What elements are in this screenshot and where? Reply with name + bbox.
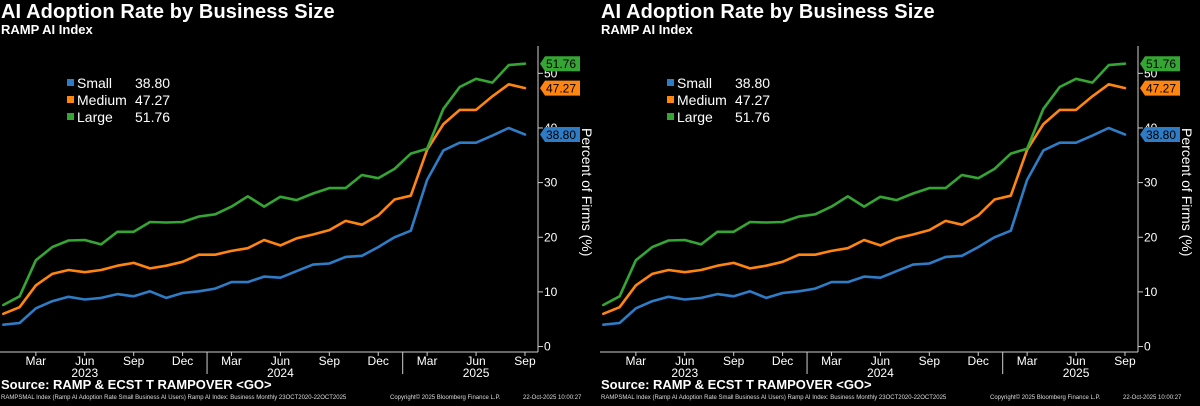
chart-panel-right: AI Adoption Rate by Business Size RAMP A…: [600, 0, 1200, 406]
last-value-tag-large: 51.76: [1140, 56, 1180, 72]
x-tick-label: Dec: [772, 354, 793, 368]
series-line-medium: [1, 83, 527, 316]
legend-swatch: [667, 96, 674, 103]
footer-timestamp: 22-Oct-2025 10:00:27: [523, 395, 582, 401]
legend-series-name: Small: [677, 74, 713, 91]
legend-swatch: [67, 113, 74, 120]
last-value-tag-medium: 47.27: [540, 80, 580, 96]
y-tick-label: 10: [1144, 285, 1158, 299]
last-value-label: 47.27: [546, 82, 576, 96]
x-tick-label: Jun: [1066, 354, 1085, 368]
last-value-tag-small: 38.80: [1140, 127, 1180, 143]
legend-item-small: Small 38.80: [67, 74, 170, 91]
y-tick-label: 0: [544, 340, 551, 354]
y-tick-label: 0: [1144, 340, 1151, 354]
series-line-small: [1, 126, 527, 327]
footer-copyright: Copyright© 2025 Bloomberg Finance L.P.: [390, 395, 501, 401]
legend-series-value: 47.27: [135, 91, 171, 108]
y-axis-label: Percent of Firms (%): [1179, 128, 1195, 256]
legend-swatch: [67, 79, 74, 86]
x-tick-label: Mar: [417, 354, 438, 368]
year-label: 2025: [1063, 366, 1090, 380]
year-label: 2023: [671, 366, 698, 380]
x-tick-label: Dec: [172, 354, 193, 368]
x-tick-label: Sep: [919, 354, 941, 368]
footer-index-note: RAMPSMAL Index (Ramp AI Adoption Rate Sm…: [1, 395, 347, 401]
chart-panel-left: AI Adoption Rate by Business Size RAMP A…: [0, 1, 595, 401]
y-tick-label: 20: [544, 230, 558, 244]
legend-swatch: [67, 96, 74, 103]
legend-item-small: Small 38.80: [667, 74, 770, 91]
chart-subtitle: RAMP AI Index: [601, 22, 693, 37]
footer-copyright: Copyright© 2025 Bloomberg Finance L.P.: [990, 395, 1101, 401]
x-tick-label: Jun: [271, 354, 290, 368]
legend-series-value: 38.80: [735, 74, 771, 91]
legend-item-large: Large 51.76: [667, 108, 770, 125]
last-value-tag-medium: 47.27: [1140, 80, 1180, 96]
legend-series-name: Medium: [677, 91, 727, 108]
chart-subtitle: RAMP AI Index: [1, 22, 93, 37]
x-tick-label: Mar: [26, 354, 47, 368]
last-value-label: 51.76: [1146, 57, 1176, 71]
x-tick-label: Dec: [368, 354, 389, 368]
x-tick-label: Jun: [871, 354, 890, 368]
x-tick-label: Sep: [1114, 354, 1136, 368]
series-line-small: [601, 126, 1127, 327]
legend-series-value: 47.27: [735, 91, 771, 108]
x-tick-label: Mar: [626, 354, 647, 368]
legend-series-name: Large: [677, 108, 713, 125]
year-label: 2024: [267, 366, 294, 380]
legend-item-medium: Medium 47.27: [667, 91, 770, 108]
y-axis-label: Percent of Firms (%): [579, 128, 595, 256]
chart-title: AI Adoption Rate by Business Size: [601, 1, 935, 23]
plot-area: 01020304050Percent of Firms (%)MarJunSep…: [0, 46, 595, 380]
x-tick-label: Jun: [75, 354, 94, 368]
year-label: 2024: [867, 366, 894, 380]
y-tick-label: 20: [1144, 230, 1158, 244]
y-tick-label: 30: [1144, 176, 1158, 190]
legend-item-medium: Medium 47.27: [67, 91, 170, 108]
legend: Small 38.80 Medium 47.27 Large 51.76: [62, 72, 186, 128]
x-tick-label: Jun: [675, 354, 694, 368]
x-tick-label: Sep: [514, 354, 536, 368]
last-value-label: 47.27: [1146, 82, 1176, 96]
series-line-large: [1, 62, 527, 307]
source-note: Source: RAMP & ECST T RAMPOVER <GO>: [601, 377, 872, 392]
x-tick-label: Mar: [821, 354, 842, 368]
plot-area: 01020304050Percent of Firms (%)MarJunSep…: [600, 46, 1195, 380]
y-tick-label: 10: [544, 285, 558, 299]
legend-swatch: [667, 79, 674, 86]
chart-title: AI Adoption Rate by Business Size: [1, 1, 335, 23]
legend-series-value: 51.76: [735, 108, 771, 125]
x-tick-label: Mar: [221, 354, 242, 368]
source-note: Source: RAMP & ECST T RAMPOVER <GO>: [1, 377, 272, 392]
legend: Small 38.80 Medium 47.27 Large 51.76: [662, 72, 786, 128]
x-tick-label: Sep: [319, 354, 341, 368]
legend-series-value: 38.80: [135, 74, 171, 91]
year-label: 2025: [463, 366, 490, 380]
x-tick-label: Mar: [1017, 354, 1038, 368]
legend-item-large: Large 51.76: [67, 108, 170, 125]
legend-swatch: [667, 113, 674, 120]
footer-index-note: RAMPSMAL Index (Ramp AI Adoption Rate Sm…: [601, 395, 947, 401]
legend-series-name: Small: [77, 74, 113, 91]
year-label: 2023: [71, 366, 98, 380]
last-value-tag-large: 51.76: [540, 56, 580, 72]
y-tick-label: 30: [544, 176, 558, 190]
x-tick-label: Sep: [123, 354, 145, 368]
last-value-label: 51.76: [546, 57, 576, 71]
footer-timestamp: 22-Oct-2025 10:00:27: [1123, 395, 1182, 401]
x-tick-label: Sep: [723, 354, 745, 368]
legend-series-value: 51.76: [135, 108, 171, 125]
last-value-tag-small: 38.80: [540, 127, 580, 143]
series-line-large: [601, 62, 1127, 307]
last-value-label: 38.80: [546, 128, 576, 142]
series-line-medium: [601, 83, 1127, 316]
last-value-label: 38.80: [1146, 128, 1176, 142]
x-tick-label: Dec: [968, 354, 989, 368]
x-tick-label: Jun: [466, 354, 485, 368]
legend-series-name: Medium: [77, 91, 127, 108]
legend-series-name: Large: [77, 108, 113, 125]
